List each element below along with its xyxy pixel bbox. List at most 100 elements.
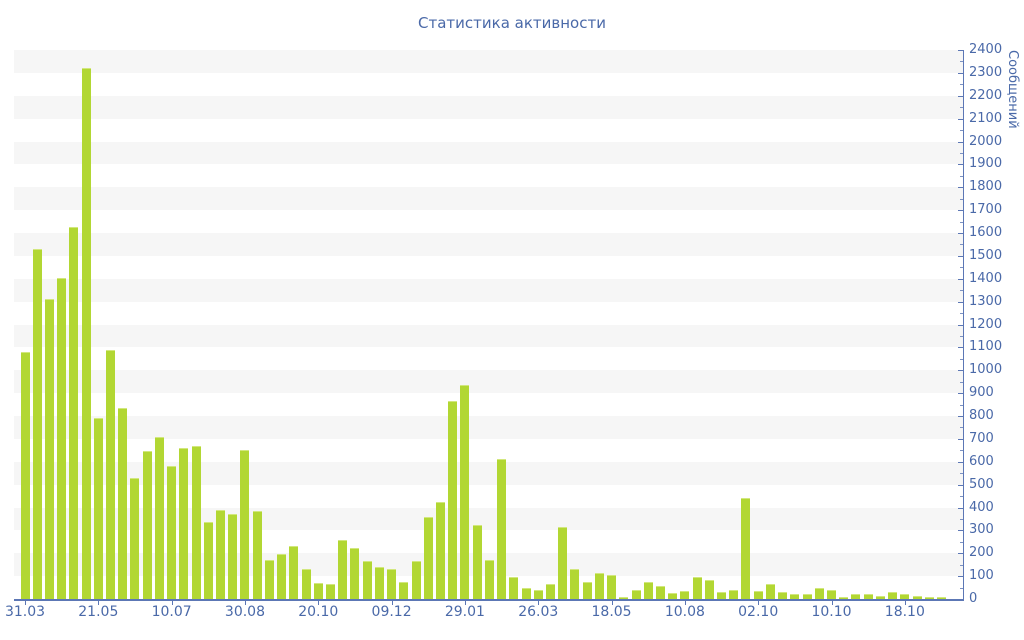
bar[interactable] [57, 277, 67, 599]
y-tick-label: 2200 [969, 87, 1003, 103]
x-tick-mark [611, 601, 613, 605]
bar[interactable] [912, 595, 922, 599]
bar[interactable] [252, 510, 262, 599]
bar[interactable] [44, 299, 54, 599]
y-tick-mark [958, 118, 963, 120]
bar[interactable] [680, 590, 690, 599]
bar[interactable] [350, 547, 360, 599]
bar[interactable] [460, 385, 470, 599]
bar[interactable] [264, 560, 274, 599]
bar[interactable] [509, 577, 519, 599]
bar[interactable] [655, 586, 665, 599]
bar[interactable] [545, 584, 555, 599]
bar[interactable] [106, 349, 116, 599]
bar[interactable] [668, 593, 678, 599]
bar[interactable] [570, 569, 580, 599]
bar[interactable] [448, 401, 458, 599]
bar[interactable] [118, 407, 128, 599]
bar[interactable] [729, 589, 739, 599]
y-tick-mark [958, 95, 963, 97]
bar[interactable] [778, 592, 788, 599]
bar[interactable] [497, 459, 507, 599]
bar[interactable] [179, 448, 189, 599]
bar[interactable] [900, 594, 910, 599]
bar[interactable] [69, 227, 79, 599]
bar[interactable] [374, 566, 384, 599]
bar[interactable] [313, 582, 323, 599]
grid-stripe [14, 278, 963, 302]
y-tick-label: 1700 [969, 202, 1003, 218]
bar[interactable] [839, 596, 849, 599]
bar[interactable] [888, 592, 898, 599]
y-minor-tick-mark [960, 84, 963, 86]
y-tick-mark [958, 255, 963, 257]
bar[interactable] [631, 589, 641, 599]
bar[interactable] [154, 436, 164, 599]
y-tick-label: 1000 [969, 362, 1003, 378]
bar[interactable] [704, 579, 714, 599]
bar[interactable] [521, 587, 531, 599]
bar[interactable] [203, 522, 213, 599]
y-tick-label: 1200 [969, 316, 1003, 332]
bar[interactable] [937, 596, 946, 599]
y-tick-mark [958, 187, 963, 189]
bar[interactable] [277, 554, 287, 599]
bar[interactable] [558, 526, 568, 599]
bar[interactable] [790, 594, 800, 599]
bar[interactable] [753, 590, 763, 599]
bar[interactable] [93, 418, 103, 599]
y-tick-mark [958, 507, 963, 509]
bar[interactable] [362, 561, 372, 599]
y-tick-mark [958, 553, 963, 555]
bar[interactable] [875, 595, 885, 599]
bar[interactable] [851, 594, 861, 599]
bar[interactable] [301, 569, 311, 599]
bar[interactable] [863, 594, 873, 599]
bar[interactable] [582, 581, 592, 599]
bar[interactable] [326, 584, 335, 599]
bar[interactable] [32, 249, 42, 599]
bar[interactable] [692, 577, 702, 599]
bar[interactable] [607, 574, 617, 599]
bar[interactable] [20, 351, 30, 599]
bar[interactable] [827, 589, 837, 599]
bar[interactable] [643, 581, 653, 599]
y-minor-tick-mark [960, 221, 963, 223]
bar[interactable] [338, 539, 348, 599]
bar[interactable] [216, 509, 226, 599]
bar[interactable] [191, 445, 201, 599]
bar[interactable] [423, 516, 433, 599]
bar[interactable] [484, 560, 494, 599]
y-minor-tick-mark [960, 130, 963, 132]
bar[interactable] [289, 546, 299, 599]
y-minor-tick-mark [960, 564, 963, 566]
bar[interactable] [717, 592, 727, 599]
bar[interactable] [533, 589, 543, 599]
bar[interactable] [924, 597, 934, 599]
y-minor-tick-mark [960, 518, 963, 520]
y-minor-tick-mark [960, 198, 963, 200]
y-tick-label: 200 [969, 545, 994, 561]
bar[interactable] [228, 514, 238, 599]
bar[interactable] [741, 498, 751, 599]
bar[interactable] [619, 596, 629, 599]
bar[interactable] [472, 524, 482, 599]
bar[interactable] [81, 68, 91, 599]
bar[interactable] [399, 581, 409, 599]
bar[interactable] [765, 584, 775, 599]
bar[interactable] [814, 587, 824, 599]
bar[interactable] [435, 501, 445, 599]
bar[interactable] [594, 572, 604, 599]
bar[interactable] [167, 466, 177, 599]
bar[interactable] [387, 569, 397, 599]
y-tick-label: 500 [969, 476, 994, 492]
bar[interactable] [802, 594, 812, 599]
y-tick-label: 1800 [969, 179, 1003, 195]
bar[interactable] [130, 477, 140, 599]
bar[interactable] [240, 450, 250, 599]
y-minor-tick-mark [960, 404, 963, 406]
y-tick-mark [958, 461, 963, 463]
y-minor-tick-mark [960, 335, 963, 337]
bar[interactable] [411, 561, 421, 599]
bar[interactable] [142, 451, 152, 599]
